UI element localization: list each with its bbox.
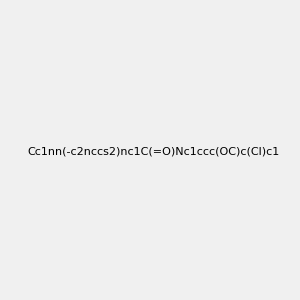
Text: Cc1nn(-c2nccs2)nc1C(=O)Nc1ccc(OC)c(Cl)c1: Cc1nn(-c2nccs2)nc1C(=O)Nc1ccc(OC)c(Cl)c1 xyxy=(28,146,280,157)
